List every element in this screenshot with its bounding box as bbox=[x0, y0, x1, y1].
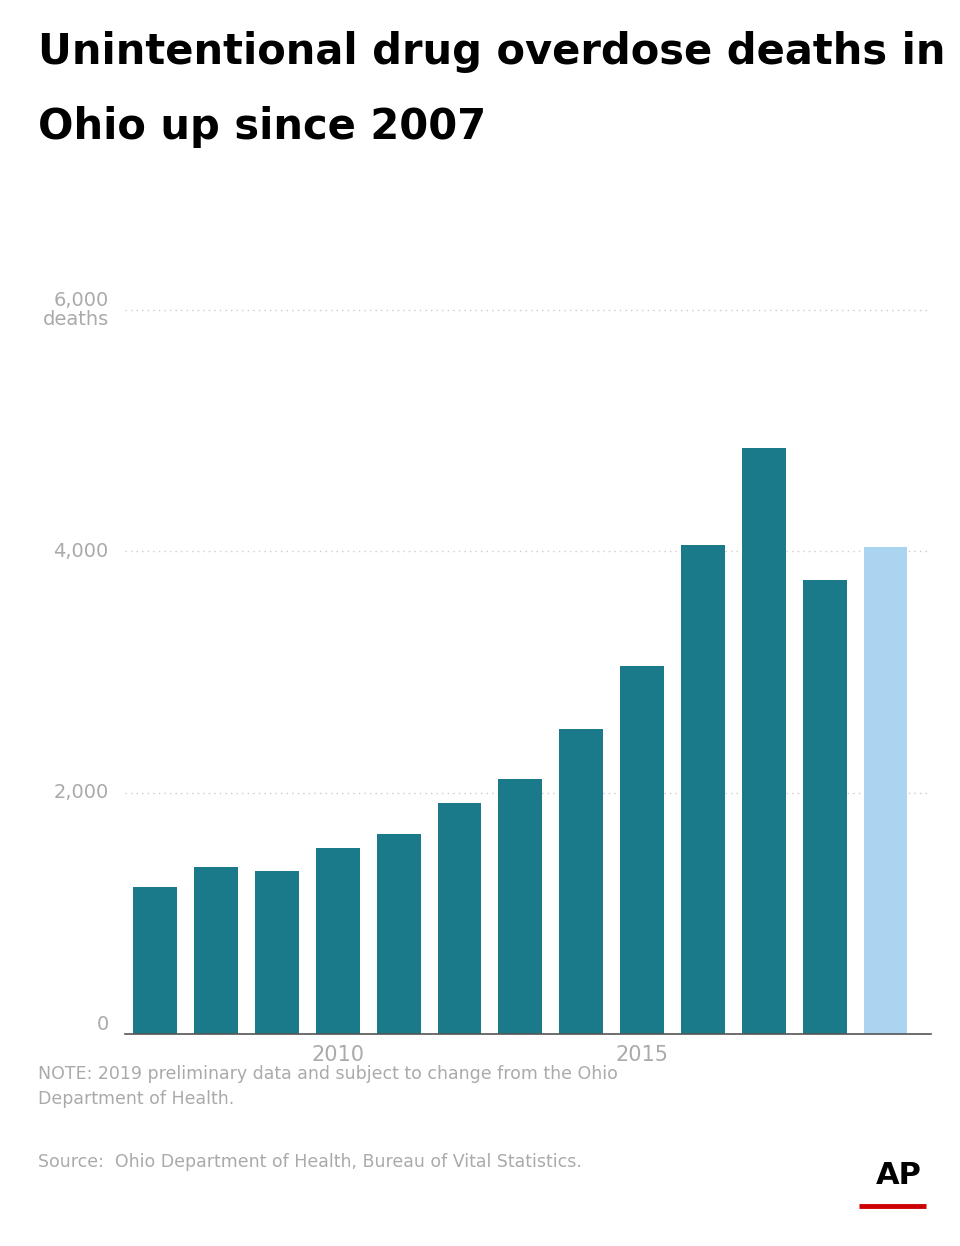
Bar bbox=[438, 802, 482, 1034]
Text: 6,000: 6,000 bbox=[54, 290, 108, 309]
Bar bbox=[498, 779, 542, 1034]
Bar bbox=[194, 867, 238, 1034]
Bar bbox=[255, 871, 299, 1034]
Bar bbox=[133, 887, 178, 1034]
Bar bbox=[681, 545, 725, 1034]
Bar bbox=[620, 665, 664, 1034]
Bar bbox=[864, 547, 907, 1034]
Text: deaths: deaths bbox=[42, 309, 108, 329]
Text: 2,000: 2,000 bbox=[54, 784, 108, 802]
Text: AP: AP bbox=[876, 1161, 922, 1190]
Text: NOTE: 2019 preliminary data and subject to change from the Ohio
Department of He: NOTE: 2019 preliminary data and subject … bbox=[38, 1065, 618, 1109]
Bar bbox=[376, 835, 420, 1034]
Bar bbox=[803, 579, 847, 1034]
Bar bbox=[316, 847, 360, 1034]
Text: Unintentional drug overdose deaths in: Unintentional drug overdose deaths in bbox=[38, 31, 946, 74]
Text: 0: 0 bbox=[96, 1015, 108, 1034]
Bar bbox=[742, 449, 785, 1034]
Text: 4,000: 4,000 bbox=[54, 542, 108, 561]
Bar bbox=[560, 729, 603, 1034]
Text: Source:  Ohio Department of Health, Bureau of Vital Statistics.: Source: Ohio Department of Health, Burea… bbox=[38, 1153, 583, 1170]
Text: Ohio up since 2007: Ohio up since 2007 bbox=[38, 106, 487, 148]
